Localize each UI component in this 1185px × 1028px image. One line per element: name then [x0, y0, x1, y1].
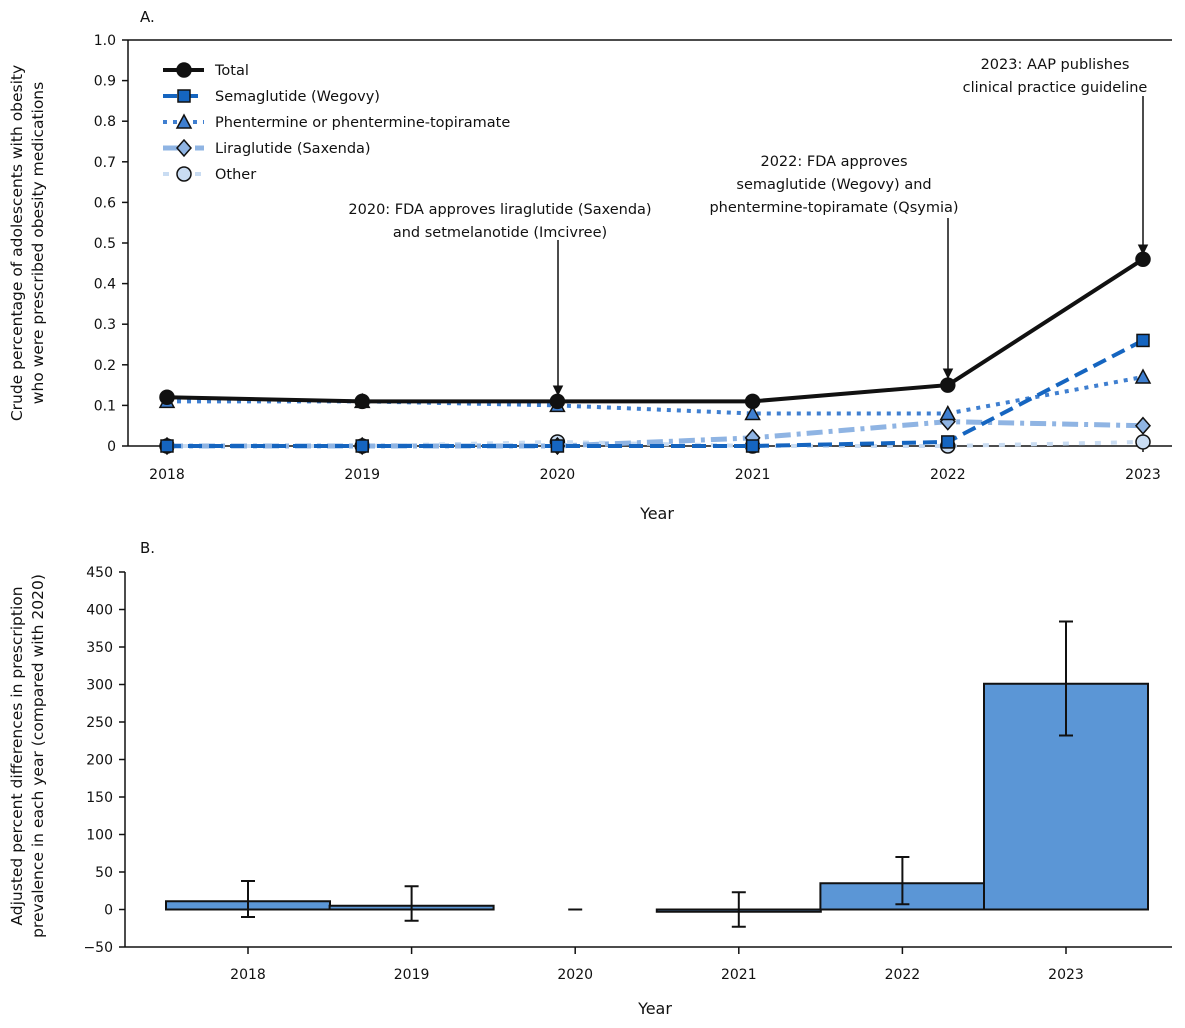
data-point-0 [1135, 251, 1151, 267]
annotation-text: clinical practice guideline [963, 80, 1148, 96]
y-tick-label: 400 [86, 603, 113, 619]
y-axis-title: Crude percentage of adolescents with obe… [8, 65, 26, 421]
y-tick-label: 150 [86, 790, 113, 806]
data-point-0 [159, 389, 175, 406]
x-tick-label: 2022 [885, 967, 921, 983]
data-point-1 [550, 439, 565, 453]
x-tick-label: 2023 [1125, 467, 1161, 483]
panel-label-a: A. [140, 8, 155, 26]
x-tick-label: 2020 [557, 967, 593, 983]
y-axis-title: prevalence in each year (compared with 2… [29, 574, 47, 938]
series-line-3 [167, 419, 1144, 449]
y-tick-label: 0 [104, 903, 113, 919]
data-point-0 [940, 377, 956, 393]
x-tick-label: 2019 [344, 467, 380, 483]
x-tick-label: 2019 [394, 967, 430, 983]
y-tick-label: 0.2 [94, 358, 116, 374]
y-tick-label: 0.5 [94, 236, 116, 252]
y-tick-label: −50 [83, 940, 113, 956]
y-tick-label: 200 [86, 753, 113, 769]
annotation-text: 2022: FDA approves [760, 154, 907, 170]
data-point-0 [549, 393, 566, 410]
data-point-2 [1134, 368, 1152, 384]
data-point-0 [744, 393, 761, 410]
annotation-text: 2023: AAP publishes [981, 57, 1130, 73]
legend-marker [175, 113, 193, 129]
x-axis-title: Year [637, 999, 672, 1018]
legend-label: Semaglutide (Wegovy) [215, 89, 380, 105]
x-tick-label: 2020 [540, 467, 576, 483]
y-tick-label: 0.1 [94, 398, 116, 414]
data-point-1 [160, 439, 174, 453]
data-point-0 [354, 393, 370, 410]
legend-marker [176, 138, 192, 158]
y-tick-label: 350 [86, 640, 113, 656]
y-tick-label: 0.7 [94, 155, 116, 171]
legend-label: Other [215, 167, 256, 183]
y-tick-label: 0.9 [94, 74, 116, 90]
series-line-1 [167, 338, 1144, 448]
x-tick-label: 2022 [930, 467, 966, 483]
y-tick-label: 0.8 [94, 114, 116, 130]
y-tick-label: 450 [86, 565, 113, 581]
legend-marker [177, 89, 191, 103]
y-tick-label: 50 [95, 865, 113, 881]
series-line-0 [166, 257, 1145, 404]
y-axis-title: who were prescribed obesity medications [29, 82, 47, 404]
data-point-2 [939, 404, 957, 421]
data-point-1 [745, 439, 760, 453]
annotation-text: 2020: FDA approves liraglutide (Saxenda) [348, 202, 651, 218]
data-point-1 [1136, 333, 1150, 348]
data-point-1 [355, 439, 369, 453]
legend-marker [176, 62, 192, 78]
legend-label: Phentermine or phentermine-topiramate [215, 115, 510, 131]
legend-label: Total [214, 63, 249, 79]
annotation-text: and setmelanotide (Imcivree) [393, 225, 607, 241]
legend-marker [176, 166, 192, 182]
y-tick-label: 0.6 [94, 195, 116, 211]
annotation-text: phentermine-topiramate (Qsymia) [709, 200, 958, 216]
y-tick-label: 0 [107, 439, 116, 455]
data-point-2 [744, 404, 761, 421]
y-tick-label: 0.4 [94, 277, 116, 293]
x-tick-label: 2021 [721, 967, 757, 983]
x-tick-label: 2023 [1048, 967, 1084, 983]
panel-label-b: B. [140, 539, 155, 557]
x-axis-title: Year [639, 504, 674, 523]
series-line-2 [167, 375, 1144, 416]
y-tick-label: 1.0 [94, 33, 116, 49]
x-tick-label: 2021 [735, 467, 771, 483]
data-point-4 [1135, 434, 1151, 450]
y-tick-label: 0.3 [94, 317, 116, 333]
y-tick-label: 300 [86, 678, 113, 694]
y-axis-title: Adjusted percent differences in prescrip… [8, 586, 26, 925]
legend-label: Liraglutide (Saxenda) [215, 141, 371, 157]
x-tick-label: 2018 [149, 467, 185, 483]
data-point-1 [941, 435, 955, 449]
annotation-text: semaglutide (Wegovy) and [736, 177, 931, 193]
y-tick-label: 100 [86, 828, 113, 844]
data-point-3 [1135, 416, 1151, 435]
y-tick-label: 250 [86, 715, 113, 731]
x-tick-label: 2018 [230, 967, 266, 983]
